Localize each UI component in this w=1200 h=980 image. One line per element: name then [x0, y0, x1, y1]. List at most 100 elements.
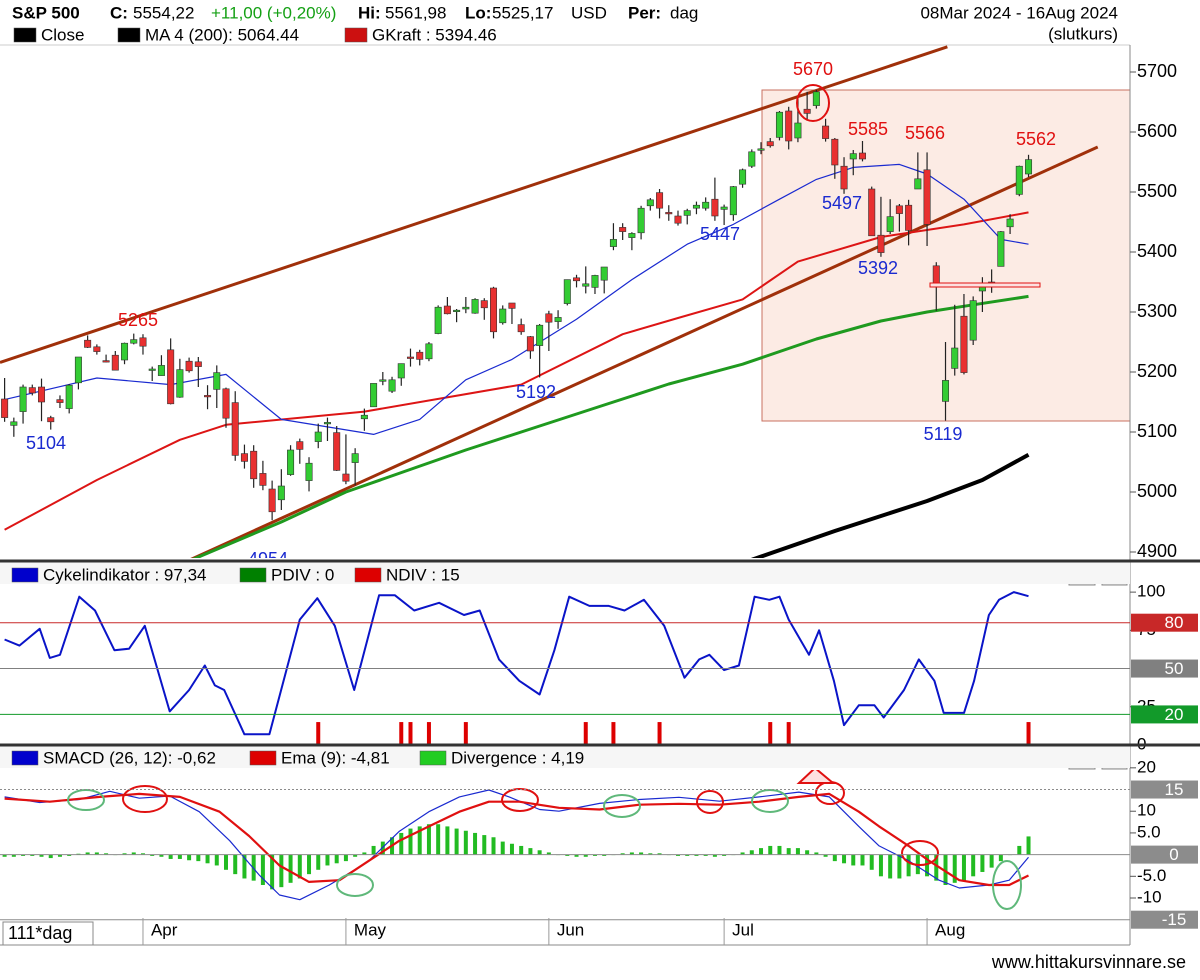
- ndiv-bar: [768, 722, 773, 745]
- legend-label: Ema (9): -4,81: [281, 748, 390, 767]
- divergence-bar: [980, 854, 985, 872]
- candle-body: [259, 473, 267, 486]
- candle-body: [416, 351, 424, 360]
- candle-body: [360, 414, 368, 420]
- divergence-bar: [740, 852, 745, 855]
- candle-body: [19, 386, 27, 412]
- candle-body: [480, 300, 488, 309]
- divergence-bar: [685, 854, 690, 856]
- ndiv-bar: [463, 722, 468, 745]
- candle-body: [130, 339, 138, 344]
- divergence-bar: [629, 852, 634, 855]
- ndiv-bar: [399, 722, 404, 745]
- y-tick-label: 20: [1137, 757, 1156, 776]
- legend-swatch: [344, 27, 368, 43]
- candle-body: [812, 91, 820, 106]
- candle-body: [1025, 159, 1033, 175]
- candle-body: [443, 305, 451, 315]
- candle-body: [665, 212, 673, 215]
- quote-label: Lo:: [465, 3, 491, 22]
- divergence-bar: [712, 854, 717, 857]
- level-box: [1131, 780, 1198, 799]
- divergence-bar: [786, 848, 791, 855]
- candle-body: [646, 199, 654, 207]
- divergence-bar: [602, 854, 607, 856]
- divergence-bar: [537, 850, 542, 855]
- divergence-bar: [260, 854, 265, 885]
- divergence-bar: [592, 854, 597, 856]
- candle-body: [951, 347, 959, 369]
- divergence-bar: [30, 854, 35, 856]
- y-tick-label: 5500: [1137, 181, 1177, 201]
- trendline: [0, 45, 948, 364]
- candle-body: [942, 380, 950, 402]
- candle-body: [74, 356, 82, 384]
- candle-body: [93, 346, 101, 352]
- candle-body: [379, 379, 387, 382]
- ndiv-bar: [316, 722, 321, 745]
- divergence-bar: [509, 843, 514, 855]
- divergence-bar: [48, 854, 53, 859]
- divergence-bar: [832, 854, 837, 862]
- candle-body: [323, 422, 331, 425]
- candle-body: [28, 387, 36, 394]
- candle-body: [895, 205, 903, 214]
- date-range: 08Mar 2024 - 16Aug 2024: [920, 3, 1118, 22]
- candle-body: [674, 215, 682, 224]
- divergence-bar: [768, 845, 773, 855]
- candle-body: [342, 473, 350, 482]
- level-label: 50: [1165, 659, 1184, 678]
- candle-body: [729, 186, 737, 216]
- signal-ring: [336, 873, 374, 897]
- candle-body: [886, 216, 894, 232]
- divergence-bar: [2, 854, 7, 857]
- y-tick-label: 5.0: [1137, 822, 1161, 841]
- divergence-bar: [150, 854, 155, 856]
- quote-label: Per:: [628, 3, 661, 22]
- level-box: [1131, 613, 1198, 632]
- interval: 111*dag: [8, 923, 72, 943]
- divergence-bar: [546, 852, 551, 855]
- plot-area: [4, 591, 1031, 745]
- divergence-bar: [131, 852, 136, 855]
- candle-body: [656, 192, 664, 209]
- divergence-bar: [224, 854, 228, 870]
- candle-body: [960, 315, 968, 373]
- ndiv-bar: [1026, 722, 1031, 745]
- legend-label: SMACD (26, 12): -0,62: [43, 748, 216, 767]
- ndiv-bar: [426, 722, 431, 745]
- divergence-bar: [943, 854, 948, 885]
- divergence-bar: [140, 853, 145, 855]
- candle-body: [932, 265, 940, 285]
- legend-swatch: [354, 567, 382, 583]
- signal-triangle: [796, 770, 836, 784]
- divergence-bar: [362, 852, 367, 855]
- legend-bar: [0, 746, 1130, 768]
- divergence-bar: [57, 854, 62, 857]
- legend-label: Close: [41, 25, 84, 44]
- divergence-bar: [961, 854, 966, 881]
- candle-body: [545, 313, 553, 323]
- candle-body: [637, 207, 645, 234]
- divergence-bar: [814, 852, 819, 855]
- candle-body: [739, 169, 747, 185]
- candle-body: [204, 395, 212, 398]
- level-label: 80: [1165, 613, 1184, 632]
- legend-label: Divergence : 4,19: [451, 748, 584, 767]
- candle-body: [840, 165, 848, 190]
- divergence-bar: [205, 854, 210, 864]
- divergence-bar: [777, 845, 782, 855]
- indicator-line: [192, 294, 1029, 558]
- candle-body: [490, 287, 498, 333]
- divergence-bar: [722, 854, 727, 856]
- legend-swatch: [13, 27, 37, 43]
- quote-value: 5561,98: [385, 3, 446, 22]
- highlight-circle: [796, 84, 830, 122]
- divergence-bar: [989, 854, 994, 868]
- divergence-bar: [620, 853, 625, 855]
- x-tick-label: May: [354, 920, 387, 939]
- candle-body: [720, 206, 728, 210]
- candle-body: [65, 384, 73, 409]
- ndiv-bar: [583, 722, 588, 745]
- candle-body: [692, 204, 700, 209]
